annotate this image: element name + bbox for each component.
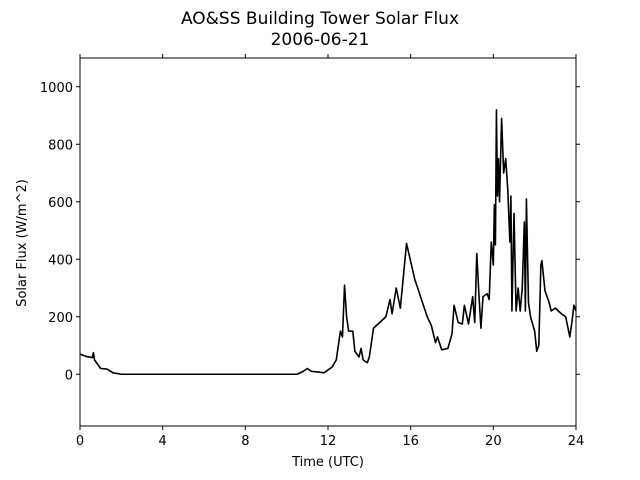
x-tick-label: 24 [568, 434, 585, 449]
x-tick-label: 20 [485, 434, 502, 449]
x-tick-label: 16 [402, 434, 419, 449]
data-line [79, 108, 577, 376]
x-tick-label: 12 [320, 434, 337, 449]
y-tick-label: 800 [48, 138, 73, 153]
chart-title: AO&SS Building Tower Solar Flux [181, 9, 459, 29]
plot-frame [79, 57, 577, 427]
y-tick-label: 600 [48, 196, 73, 211]
x-tick-label: 8 [241, 434, 249, 449]
y-axis-label: Solar Flux (W/m^2) [15, 179, 30, 307]
y-tick-label: 200 [48, 311, 73, 326]
y-tick-label: 1000 [40, 81, 73, 96]
y-tick-label: 400 [48, 253, 73, 268]
x-axis-label: Time (UTC) [291, 455, 364, 470]
x-tick-label: 4 [159, 434, 167, 449]
y-tick-label: 0 [65, 368, 73, 383]
chart-subtitle: 2006-06-21 [271, 30, 370, 50]
x-tick-label: 0 [76, 434, 84, 449]
